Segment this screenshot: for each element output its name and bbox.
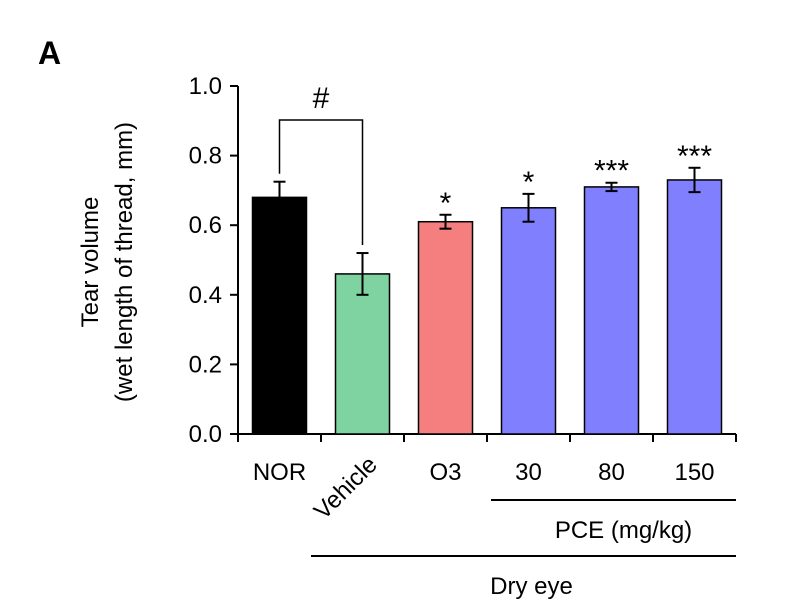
- significance-marker: ***: [594, 155, 629, 188]
- axes: 0.0 0.2 0.4 0.6 0.8 1.0: [189, 73, 737, 448]
- bars: NOR Vehicle O3 * 30 * 80 *** 150 ***: [251, 140, 723, 525]
- bar-150: [666, 179, 723, 435]
- group-label: PCE (mg/kg): [555, 517, 692, 544]
- bar-80: [583, 186, 640, 435]
- y-tick-label: 0.8: [189, 143, 222, 170]
- y-tick-label: 0.4: [189, 282, 222, 309]
- y-tick-label: 0.6: [189, 212, 222, 239]
- y-tick-label: 1.0: [189, 73, 222, 100]
- x-tick-label: O3: [429, 459, 461, 486]
- panel-label: A: [38, 35, 61, 71]
- bar-vehicle: [334, 273, 391, 435]
- annotations: #: [278, 82, 364, 246]
- x-tick-label: 80: [598, 459, 625, 486]
- significance-marker: ***: [677, 140, 712, 173]
- bar-30: [500, 207, 557, 435]
- x-tick-label: 150: [674, 459, 714, 486]
- bar-nor: [251, 196, 308, 435]
- bar-o3: [417, 220, 474, 435]
- y-tick-label: 0.0: [189, 421, 222, 448]
- y-axis-title: Tear volume (wet length of thread, mm): [77, 122, 138, 402]
- x-tick-label: Vehicle: [309, 451, 383, 525]
- x-tick-label: 30: [515, 459, 542, 486]
- comparison-bracket: [278, 119, 364, 246]
- significance-marker: *: [523, 166, 535, 199]
- comparison-label: #: [313, 82, 330, 115]
- y-axis-title-line1: Tear volume: [77, 197, 104, 328]
- group-brackets: PCE (mg/kg) Dry eye: [311, 499, 736, 600]
- significance-marker: *: [440, 187, 452, 220]
- y-axis-title-line2: (wet length of thread, mm): [111, 122, 138, 402]
- y-tick-label: 0.2: [189, 351, 222, 378]
- group-label: Dry eye: [490, 573, 573, 600]
- x-tick-label: NOR: [253, 459, 306, 486]
